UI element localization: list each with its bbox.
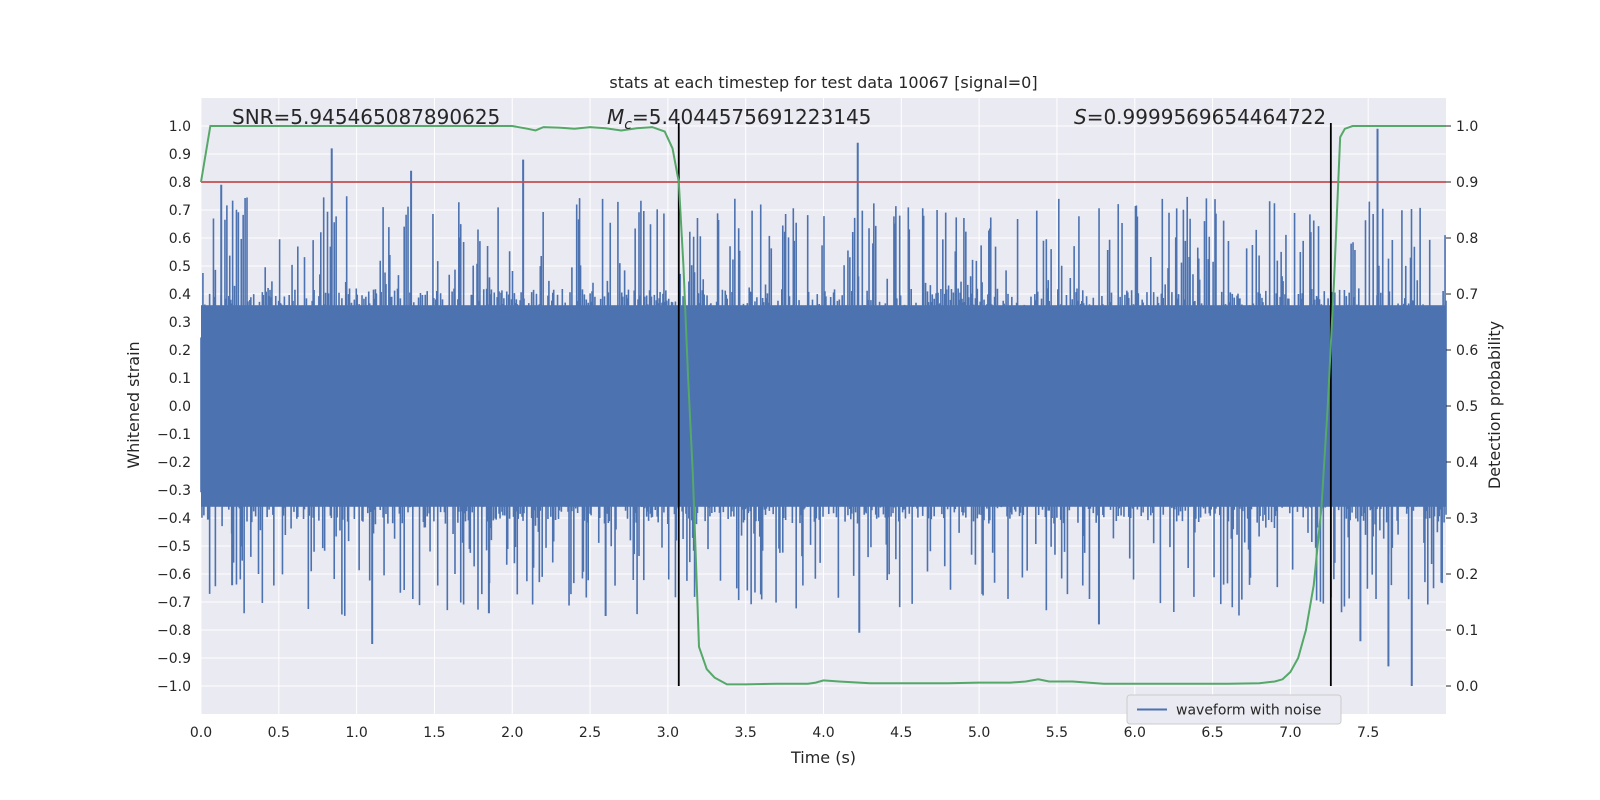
y2-tick-label: 1.0 (1456, 119, 1478, 135)
y-tick-label: 0.1 (169, 371, 191, 387)
x-tick-label: 7.0 (1279, 725, 1301, 741)
y-tick-label: −0.9 (157, 651, 191, 667)
y2-tick-label: 0.3 (1456, 511, 1478, 527)
y-tick-label: 0.8 (169, 175, 191, 191)
y-tick-label: −0.8 (157, 623, 191, 639)
x-tick-label: 0.5 (268, 725, 290, 741)
y2-tick-label: 0.8 (1456, 231, 1478, 247)
y2-tick-label: 0.7 (1456, 287, 1478, 303)
x-tick-label: 0.0 (190, 725, 212, 741)
legend-label: waveform with noise (1176, 703, 1321, 719)
y-tick-label: −0.2 (157, 455, 191, 471)
x-tick-label: 5.5 (1046, 725, 1068, 741)
waveform-series (200, 128, 1447, 686)
y-tick-label: 0.6 (169, 231, 191, 247)
x-tick-label: 1.5 (423, 725, 445, 741)
y-tick-label: 1.0 (169, 119, 191, 135)
y-tick-label: 0.0 (169, 399, 191, 415)
x-tick-label: 3.0 (657, 725, 679, 741)
y2-tick-label: 0.5 (1456, 399, 1478, 415)
y-tick-label: −0.3 (157, 483, 191, 499)
x-tick-label: 2.0 (501, 725, 523, 741)
y-tick-label: 0.4 (169, 287, 191, 303)
y2-axis-label: Detection probability (1485, 321, 1504, 489)
legend-box (1126, 694, 1342, 725)
s-symbol: S (1074, 105, 1087, 129)
y-tick-label: 0.5 (169, 259, 191, 275)
s-annotation: S=0.9999569654464722 (1074, 105, 1326, 129)
x-tick-label: 3.5 (735, 725, 757, 741)
x-tick-label: 2.5 (579, 725, 601, 741)
mc-subscript: c (624, 117, 632, 133)
y2-tick-label: 0.2 (1456, 567, 1478, 583)
mc-annotation: Mc=5.4044575691223145 (607, 105, 871, 133)
y2-tick-label: 0.4 (1456, 455, 1478, 471)
snr-annotation: SNR=5.945465087890625 (232, 105, 500, 129)
y2-tick-label: 0.0 (1456, 679, 1478, 695)
y-axis-label: Whitened strain (124, 341, 143, 468)
x-tick-label: 4.0 (812, 725, 834, 741)
mc-value: =5.4044575691223145 (632, 105, 871, 129)
x-tick-label: 4.5 (890, 725, 912, 741)
y-tick-label: 0.7 (169, 203, 191, 219)
waveform-core-band (201, 305, 1446, 507)
y-tick-label: −0.4 (157, 511, 191, 527)
y-tick-label: 0.9 (169, 147, 191, 163)
y-tick-label: −0.6 (157, 567, 191, 583)
probability-series (200, 125, 1446, 686)
y-tick-label: 0.2 (169, 343, 191, 359)
y-tick-label: −0.5 (157, 539, 191, 555)
probability-line (200, 125, 1446, 686)
y-tick-label: −0.7 (157, 595, 191, 611)
y2-tick-label: 0.1 (1456, 623, 1478, 639)
y-tick-label: −1.0 (157, 679, 191, 695)
y2-tick-label: 0.9 (1456, 175, 1478, 191)
x-tick-label: 1.0 (345, 725, 367, 741)
legend: waveform with noise (1126, 694, 1342, 725)
y2-tick-label: 0.6 (1456, 343, 1478, 359)
x-tick-label: 5.0 (968, 725, 990, 741)
mc-symbol: M (607, 105, 624, 129)
x-tick-label: 6.0 (1124, 725, 1146, 741)
x-tick-label: 6.5 (1201, 725, 1223, 741)
y-tick-label: −0.1 (157, 427, 191, 443)
s-value: =0.9999569654464722 (1087, 105, 1326, 129)
chart-title: stats at each timestep for test data 100… (609, 73, 1037, 92)
x-axis-label: Time (s) (790, 748, 856, 767)
y-tick-label: 0.3 (169, 315, 191, 331)
x-tick-label: 7.5 (1357, 725, 1379, 741)
